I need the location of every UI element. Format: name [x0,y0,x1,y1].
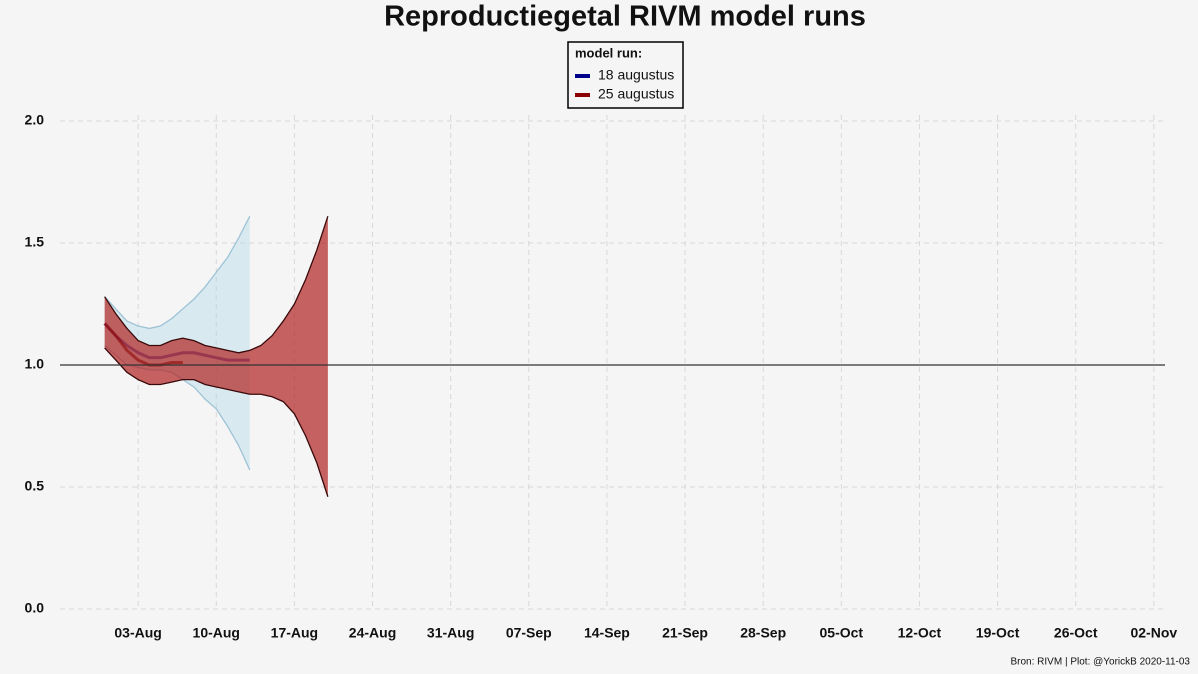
x-tick-label: 12-Oct [898,625,942,641]
line [103,322,183,367]
x-tick-label: 05-Oct [820,625,864,641]
chart-title: Reproductiegetal RIVM model runs [384,1,866,33]
x-tick-label: 26-Oct [1054,625,1098,641]
x-tick-label: 19-Oct [976,625,1020,641]
y-tick-label: 1.0 [25,356,45,372]
x-tick-label: 17-Aug [271,625,318,641]
x-tick-label: 10-Aug [193,625,240,641]
legend: model run: 18 augustus 25 augustus [567,41,684,109]
plot-area [60,115,1165,610]
x-tick-label: 03-Aug [114,625,161,641]
y-tick-label: 0.5 [25,478,45,494]
x-tick-label: 28-Sep [740,625,786,641]
legend-label: 25 augustus [598,86,674,102]
x-tick-label: 24-Aug [349,625,396,641]
band-edge [104,215,329,354]
x-tick-label: 21-Sep [662,625,708,641]
legend-title: model run: [575,45,642,60]
y-tick-label: 0.0 [25,600,45,616]
confidence-band [104,216,328,497]
legend-label: 18 augustus [598,67,674,83]
y-tick-label: 2.0 [25,112,45,128]
x-tick-label: 14-Sep [584,625,630,641]
y-tick-label: 1.5 [25,234,45,250]
band-edge [104,215,251,330]
band-edge [104,347,329,497]
x-tick-label: 02-Nov [1130,625,1177,641]
caption: Bron: RIVM | Plot: @YorickB 2020-11-03 [1011,657,1191,668]
x-tick-label: 07-Sep [506,625,552,641]
x-tick-label: 31-Aug [427,625,474,641]
